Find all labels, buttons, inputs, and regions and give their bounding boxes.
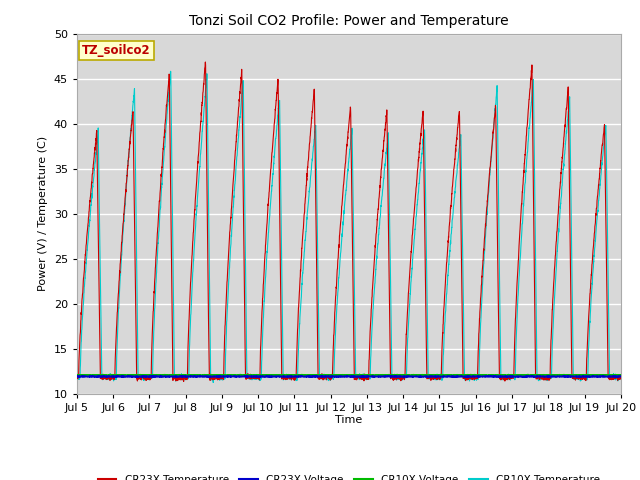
Text: TZ_soilco2: TZ_soilco2 [82, 44, 151, 58]
Y-axis label: Power (V) / Temperature (C): Power (V) / Temperature (C) [38, 136, 48, 291]
X-axis label: Time: Time [335, 415, 362, 425]
Legend: CR23X Temperature, CR23X Voltage, CR10X Voltage, CR10X Temperature: CR23X Temperature, CR23X Voltage, CR10X … [93, 471, 604, 480]
Title: Tonzi Soil CO2 Profile: Power and Temperature: Tonzi Soil CO2 Profile: Power and Temper… [189, 14, 509, 28]
